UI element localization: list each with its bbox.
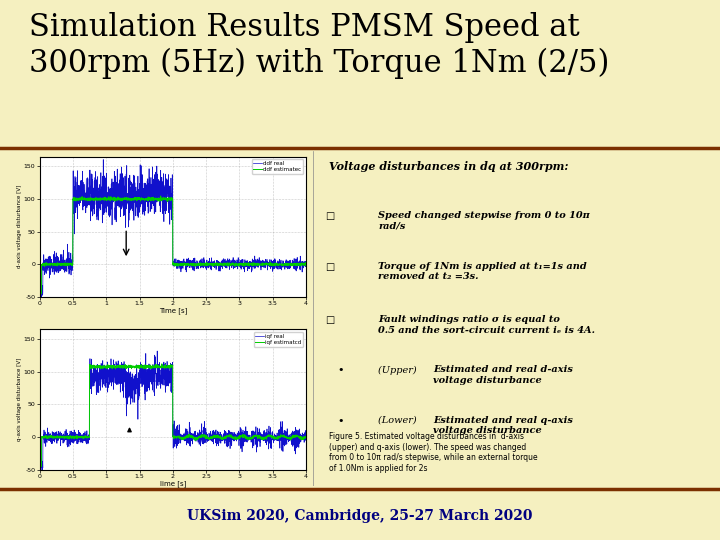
iqf real	[153, 348, 161, 354]
Text: □: □	[325, 212, 335, 221]
Text: •: •	[338, 416, 344, 426]
Text: Simulation Results PMSM Speed at
300rpm (5Hz) with Torque 1Nm (2/5): Simulation Results PMSM Speed at 300rpm …	[29, 12, 609, 79]
X-axis label: lime [s]: lime [s]	[160, 481, 186, 487]
iqf estimatcd	[196, 433, 204, 440]
Text: Estimated and real q-axis
voltage disturbance: Estimated and real q-axis voltage distur…	[433, 416, 573, 435]
ddf estimatec	[156, 193, 165, 199]
Text: •: •	[338, 366, 344, 375]
iqf real	[302, 434, 310, 440]
iqf estimatcd	[158, 361, 166, 367]
iqf estimatcd	[50, 434, 58, 440]
iqf real	[38, 469, 47, 475]
iqf estimatcd	[134, 362, 143, 369]
Y-axis label: q-axis voltage disturbance [V]: q-axis voltage disturbance [V]	[17, 358, 22, 441]
iqf real	[196, 434, 204, 441]
Text: Estimated and real d-axis
voltage disturbance: Estimated and real d-axis voltage distur…	[433, 366, 573, 385]
iqf real	[59, 435, 68, 441]
ddf estimatec	[302, 261, 310, 267]
ddf real	[255, 258, 264, 265]
ddf real	[196, 261, 204, 267]
ddf estimatec	[134, 196, 143, 202]
iqf real	[255, 431, 264, 437]
ddf estimatec	[196, 260, 204, 266]
Text: (Lower): (Lower)	[378, 416, 420, 424]
Line: iqf estimatcd: iqf estimatcd	[40, 364, 306, 467]
Line: ddf real: ddf real	[40, 160, 306, 296]
iqf estimatcd	[35, 463, 44, 470]
iqf estimatcd	[41, 434, 50, 441]
Y-axis label: d-axis voltage disturbance [V]: d-axis voltage disturbance [V]	[17, 185, 22, 268]
Text: Torque of 1Nm is applied at t₁=1s and
removed at t₂ =3s.: Torque of 1Nm is applied at t₁=1s and re…	[378, 262, 587, 281]
ddf real	[59, 247, 68, 253]
ddf real	[35, 286, 44, 292]
Text: □: □	[325, 315, 335, 325]
ddf estimatec	[59, 260, 68, 267]
iqf real	[135, 386, 143, 392]
ddf real	[50, 261, 58, 268]
ddf estimatec	[255, 261, 264, 267]
Text: UKSim 2020, Cambridge, 25-27 March 2020: UKSim 2020, Cambridge, 25-27 March 2020	[187, 509, 533, 523]
ddf estimatec	[41, 262, 50, 268]
ddf estimatec	[50, 260, 58, 267]
Text: Fault windings ratio σ is equal to
0.5 and the sort-circuit current iₑ is 4A.: Fault windings ratio σ is equal to 0.5 a…	[378, 315, 595, 335]
Text: Voltage disturbances in dq at 300rpm:: Voltage disturbances in dq at 300rpm:	[330, 161, 569, 172]
Text: (Upper): (Upper)	[378, 366, 420, 375]
ddf real	[135, 201, 143, 207]
ddf real	[302, 263, 310, 269]
iqf real	[35, 462, 44, 468]
Legend: ddf real, ddf estimatec: ddf real, ddf estimatec	[252, 159, 303, 174]
Legend: iqf real, iqf estimatcd: iqf real, iqf estimatcd	[253, 332, 303, 347]
Text: Figure 5. Estimated voltage disturbances in  d-axis
(upper) and q-axis (lower). : Figure 5. Estimated voltage disturbances…	[330, 433, 538, 472]
X-axis label: Time [s]: Time [s]	[158, 308, 187, 314]
ddf real	[99, 157, 107, 163]
iqf real	[42, 443, 50, 450]
ddf estimatec	[35, 291, 44, 297]
Line: iqf real: iqf real	[40, 351, 306, 472]
iqf estimatcd	[302, 434, 310, 441]
iqf real	[50, 432, 58, 438]
iqf estimatcd	[59, 435, 68, 441]
ddf real	[37, 293, 45, 300]
ddf real	[42, 264, 50, 270]
Line: ddf estimatec: ddf estimatec	[40, 196, 306, 294]
iqf estimatcd	[255, 434, 264, 441]
Text: Speed changed stepwise from 0 to 10π
rad/s: Speed changed stepwise from 0 to 10π rad…	[378, 212, 590, 231]
Text: □: □	[325, 262, 335, 272]
